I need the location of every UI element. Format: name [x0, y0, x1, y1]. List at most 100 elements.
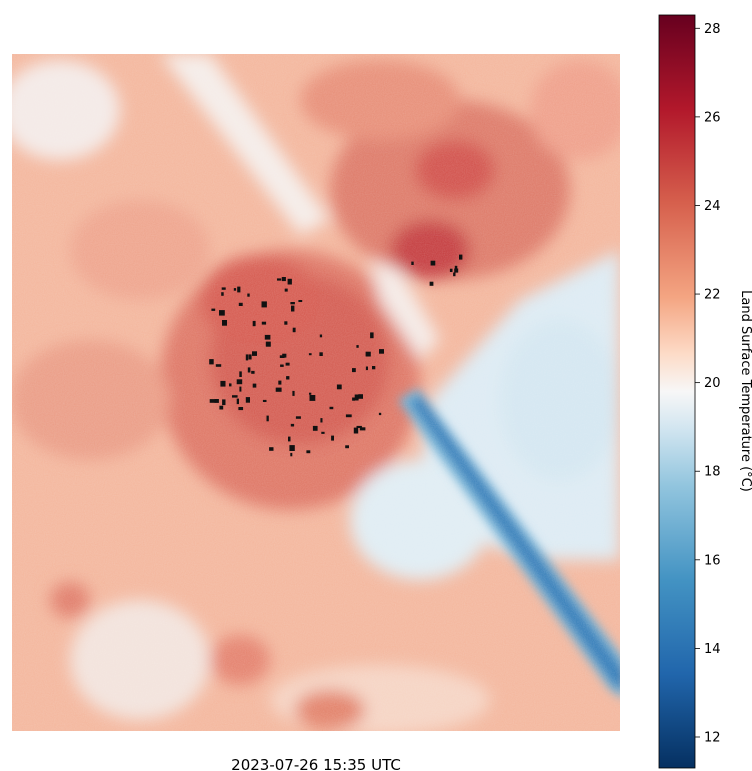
masked-pixel	[309, 395, 316, 401]
colorbar-gradient	[658, 14, 696, 769]
masked-pixel	[245, 354, 249, 361]
masked-pixels	[209, 254, 463, 457]
temperature-map	[12, 54, 620, 731]
colorbar-tick-label: 26	[704, 110, 721, 125]
masked-pixel	[298, 300, 303, 302]
masked-pixel	[233, 288, 237, 291]
masked-pixel	[239, 371, 242, 377]
masked-pixel	[220, 380, 226, 387]
masked-pixel	[286, 376, 290, 380]
masked-pixel	[449, 268, 453, 272]
masked-pixel	[352, 397, 355, 401]
masked-pixel	[329, 406, 334, 410]
masked-pixel	[264, 334, 271, 340]
masked-pixel	[232, 395, 238, 398]
masked-pixel	[295, 416, 301, 419]
map-caption: 2023-07-26 15:35 UTC	[231, 756, 401, 771]
masked-pixel	[292, 327, 296, 333]
colorbar-tick-label: 12	[704, 730, 721, 745]
masked-pixel	[278, 380, 282, 385]
masked-pixel	[356, 345, 359, 348]
masked-pixel	[252, 383, 257, 388]
masked-pixel	[211, 308, 216, 311]
masked-pixel	[238, 407, 244, 411]
masked-pixel	[306, 450, 311, 454]
colorbar-label: Land Surface Temperature (°C)	[738, 290, 752, 492]
masked-pixel	[262, 399, 267, 402]
masked-pixel	[238, 302, 243, 306]
masked-pixel	[356, 425, 362, 428]
masked-pixel	[219, 310, 225, 316]
masked-pixel	[320, 418, 323, 423]
masked-pixel	[459, 254, 463, 260]
colorbar-ticks: 12 14 16 18 20 22 24 26 28	[695, 22, 721, 745]
masked-pixel	[378, 412, 382, 416]
masked-pixel	[319, 334, 323, 338]
masked-pixel	[284, 321, 288, 325]
masked-pixel	[280, 364, 284, 367]
masked-pixel	[345, 414, 352, 418]
colorbar: 12 14 16 18 20 22 24 26 28 Land Surface Temperat…	[658, 14, 752, 769]
masked-pixel	[269, 447, 274, 451]
colorbar-tick-label: 20	[704, 376, 721, 391]
masked-pixel	[290, 452, 293, 457]
masked-pixel	[352, 368, 356, 373]
masked-pixel	[275, 387, 282, 392]
masked-pixel	[209, 359, 214, 365]
masked-pixel	[359, 427, 366, 431]
masked-pixel	[222, 320, 227, 326]
masked-pixel	[370, 332, 374, 339]
masked-pixel	[215, 364, 222, 367]
masked-pixel	[379, 349, 384, 354]
masked-pixel	[353, 427, 359, 434]
colorbar-tick-label: 28	[704, 22, 721, 37]
masked-pixel	[331, 435, 334, 441]
masked-pixel	[430, 260, 436, 266]
masked-pixel	[237, 286, 241, 293]
masked-pixel	[252, 320, 256, 327]
colorbar-tick-label: 22	[704, 288, 721, 303]
masked-pixel	[290, 423, 295, 427]
masked-pixel	[245, 397, 250, 403]
masked-pixel	[277, 278, 282, 281]
masked-pixel	[261, 301, 267, 308]
masked-pixel	[248, 354, 252, 360]
masked-pixel	[252, 351, 257, 356]
masked-pixel	[291, 305, 295, 312]
masked-pixel	[287, 278, 292, 285]
masked-pixel	[261, 321, 267, 325]
masked-pixel	[214, 399, 219, 403]
masked-pixel	[454, 265, 458, 270]
colorbar-tick-label: 14	[704, 642, 721, 657]
masked-pixel	[279, 355, 285, 358]
masked-pixel	[236, 398, 239, 405]
masked-pixel	[281, 277, 286, 282]
colorbar-tick-label: 16	[704, 553, 721, 568]
masked-pixel	[372, 366, 376, 370]
masked-pixel	[247, 293, 250, 297]
masked-pixel	[219, 405, 224, 410]
masked-pixel	[411, 261, 414, 265]
masked-pixel	[221, 292, 224, 296]
masked-pixel	[247, 367, 251, 373]
masked-pixel	[284, 288, 288, 292]
masked-pixel	[336, 384, 342, 390]
masked-pixel	[209, 399, 216, 403]
masked-pixel	[345, 445, 349, 449]
colorbar-tick-label: 18	[704, 465, 721, 480]
masked-pixel	[365, 351, 371, 357]
masked-pixel	[221, 287, 226, 290]
masked-pixel	[289, 445, 295, 451]
masked-pixel	[265, 341, 271, 347]
masked-pixel	[429, 281, 434, 286]
masked-pixel	[365, 366, 368, 371]
masked-pixel	[239, 386, 242, 392]
masked-pixel	[308, 353, 312, 356]
masked-pixel	[319, 352, 323, 356]
masked-pixel	[285, 362, 290, 366]
masked-pixel	[229, 383, 232, 387]
colorbar-tick-label: 24	[704, 199, 721, 214]
map-texture	[12, 54, 620, 731]
masked-pixel	[292, 390, 295, 396]
masked-pixel	[309, 392, 312, 395]
